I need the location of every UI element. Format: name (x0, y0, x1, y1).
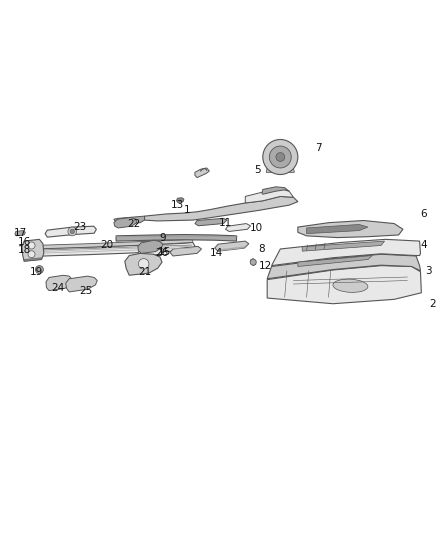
Text: 8: 8 (258, 244, 265, 254)
Circle shape (28, 242, 35, 249)
Polygon shape (298, 255, 372, 266)
Text: 7: 7 (315, 143, 322, 154)
Polygon shape (245, 189, 293, 203)
Polygon shape (145, 197, 298, 221)
Polygon shape (33, 243, 195, 256)
Polygon shape (267, 254, 420, 279)
Polygon shape (114, 217, 137, 228)
Text: 20: 20 (101, 240, 114, 251)
Polygon shape (46, 275, 72, 290)
Text: 24: 24 (52, 282, 65, 293)
Text: 21: 21 (138, 266, 151, 277)
Polygon shape (266, 168, 294, 172)
Text: 17: 17 (14, 228, 27, 238)
Polygon shape (138, 240, 163, 253)
Text: 15: 15 (158, 247, 171, 257)
Polygon shape (267, 265, 421, 304)
Polygon shape (262, 187, 289, 194)
Polygon shape (22, 239, 44, 261)
Ellipse shape (333, 279, 368, 293)
Text: 11: 11 (219, 217, 232, 228)
Polygon shape (307, 224, 368, 233)
Polygon shape (177, 198, 184, 203)
Polygon shape (45, 226, 96, 237)
Text: 6: 6 (420, 209, 427, 219)
Text: 26: 26 (155, 248, 169, 259)
Text: 13: 13 (171, 200, 184, 210)
Text: 2: 2 (429, 298, 436, 309)
Text: 22: 22 (127, 220, 140, 229)
Polygon shape (66, 276, 97, 292)
Polygon shape (116, 235, 237, 241)
Polygon shape (302, 241, 385, 251)
Text: 5: 5 (254, 165, 261, 175)
Text: 19: 19 (30, 266, 43, 277)
Text: 18: 18 (18, 245, 32, 255)
Polygon shape (226, 223, 251, 231)
Polygon shape (298, 221, 403, 238)
Circle shape (70, 229, 74, 233)
Polygon shape (195, 219, 227, 226)
Circle shape (138, 259, 149, 269)
Polygon shape (170, 246, 201, 256)
Text: 10: 10 (250, 223, 263, 233)
Polygon shape (195, 168, 209, 177)
Polygon shape (272, 239, 420, 265)
Polygon shape (138, 248, 164, 256)
Text: 16: 16 (18, 237, 32, 247)
Polygon shape (15, 231, 25, 236)
Polygon shape (114, 216, 145, 224)
Circle shape (68, 227, 77, 236)
Polygon shape (33, 239, 193, 249)
Polygon shape (215, 241, 249, 251)
Polygon shape (218, 246, 244, 251)
Text: 14: 14 (210, 248, 223, 259)
Text: 25: 25 (80, 286, 93, 296)
Circle shape (263, 140, 298, 174)
Circle shape (250, 259, 256, 265)
Circle shape (35, 265, 43, 273)
Text: 9: 9 (160, 233, 166, 243)
Text: 12: 12 (258, 261, 272, 271)
Text: 1: 1 (184, 205, 191, 215)
Polygon shape (24, 258, 42, 261)
Circle shape (269, 146, 291, 168)
Polygon shape (251, 259, 256, 265)
Circle shape (276, 152, 285, 161)
Text: 3: 3 (425, 266, 431, 276)
Circle shape (28, 251, 35, 258)
Polygon shape (125, 253, 162, 275)
Text: 23: 23 (74, 222, 87, 232)
Text: 4: 4 (420, 240, 427, 249)
